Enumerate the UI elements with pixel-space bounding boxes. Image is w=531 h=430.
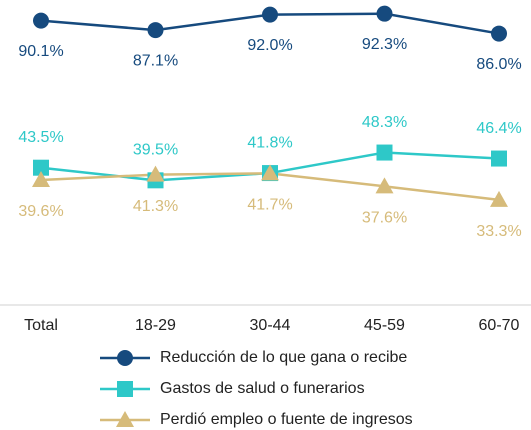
data-label: 39.5% — [133, 142, 178, 159]
data-label: 92.3% — [362, 36, 407, 53]
data-label: 43.5% — [18, 129, 63, 146]
legend-label: Gastos de salud o funerarios — [160, 380, 365, 397]
point — [147, 22, 164, 39]
data-label: 92.0% — [247, 37, 292, 54]
data-label: 90.1% — [18, 43, 63, 60]
x-tick-label: 30-44 — [250, 317, 291, 334]
data-label: 87.1% — [133, 52, 178, 69]
legend-marker — [117, 381, 133, 397]
data-label: 39.6% — [18, 203, 63, 220]
point — [261, 164, 279, 181]
legend-marker — [117, 350, 133, 366]
point — [375, 177, 394, 194]
point — [32, 171, 50, 188]
data-label: 37.6% — [362, 210, 407, 227]
point — [491, 25, 507, 42]
point — [376, 5, 393, 22]
data-label: 46.4% — [476, 120, 521, 137]
point — [491, 150, 507, 167]
point — [262, 6, 278, 23]
x-tick-label: 60-70 — [479, 317, 520, 334]
x-tick-label: 45-59 — [364, 317, 405, 334]
data-label: 41.8% — [247, 134, 292, 151]
data-label: 33.3% — [476, 223, 521, 240]
x-tick-label: 18-29 — [135, 317, 176, 334]
point — [376, 144, 393, 161]
data-label: 41.3% — [133, 198, 178, 215]
point — [33, 12, 49, 29]
point — [33, 159, 49, 176]
data-label: 86.0% — [476, 56, 521, 73]
legend-label: Perdió empleo o fuente de ingresos — [160, 411, 413, 428]
point — [490, 190, 508, 207]
legend-marker — [116, 411, 134, 427]
data-label: 41.7% — [247, 197, 292, 214]
legend-label: Reducción de lo que gana o recibe — [160, 349, 407, 366]
x-tick-label: Total — [24, 317, 58, 334]
point — [146, 165, 165, 182]
data-label: 48.3% — [362, 114, 407, 131]
